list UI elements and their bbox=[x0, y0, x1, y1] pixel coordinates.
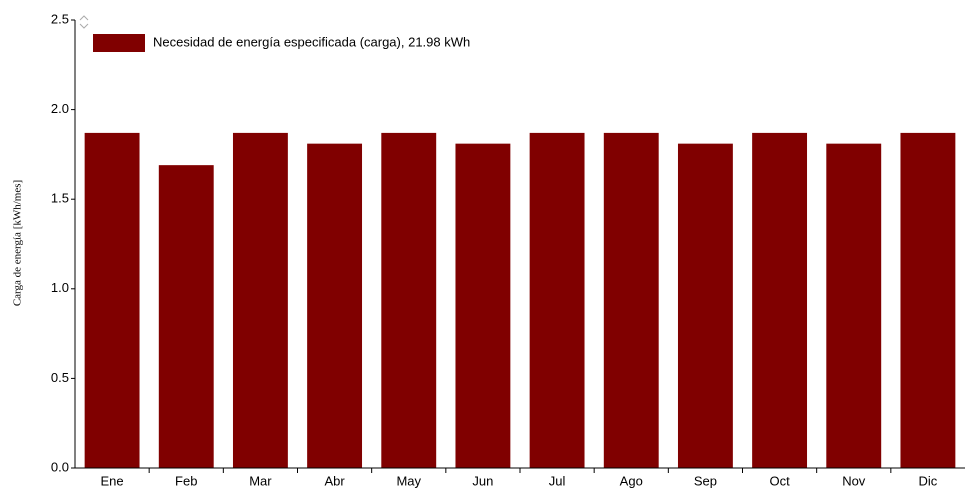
bar bbox=[603, 132, 659, 468]
bar bbox=[84, 132, 140, 468]
x-tick-label: Ene bbox=[101, 473, 124, 488]
y-tick-label: 1.0 bbox=[51, 280, 69, 295]
x-tick-label: Mar bbox=[249, 473, 272, 488]
legend-label: Necesidad de energía especificada (carga… bbox=[153, 34, 470, 49]
legend-swatch bbox=[93, 34, 145, 52]
bar bbox=[826, 143, 882, 468]
bar bbox=[677, 143, 733, 468]
bar bbox=[455, 143, 511, 468]
x-tick-label: Jul bbox=[549, 473, 566, 488]
bar bbox=[752, 132, 808, 468]
bar bbox=[900, 132, 956, 468]
bar bbox=[158, 165, 214, 469]
bar bbox=[232, 132, 288, 468]
scroll-down[interactable] bbox=[79, 23, 89, 29]
y-tick-label: 0.0 bbox=[51, 459, 69, 474]
bar bbox=[381, 132, 437, 468]
x-tick-label: Sep bbox=[694, 473, 717, 488]
x-tick-label: Abr bbox=[324, 473, 345, 488]
y-tick-label: 1.5 bbox=[51, 191, 69, 206]
y-tick-label: 2.0 bbox=[51, 101, 69, 116]
y-tick-label: 0.5 bbox=[51, 370, 69, 385]
x-tick-label: Feb bbox=[175, 473, 197, 488]
x-tick-label: May bbox=[396, 473, 421, 488]
bar bbox=[529, 132, 585, 468]
bar bbox=[307, 143, 363, 468]
x-tick-label: Dic bbox=[919, 473, 938, 488]
y-axis-label: Carga de energía [kWh/mes] bbox=[12, 180, 24, 306]
x-tick-label: Jun bbox=[472, 473, 493, 488]
x-tick-label: Nov bbox=[842, 473, 866, 488]
x-tick-label: Oct bbox=[769, 473, 790, 488]
y-tick-label: 2.5 bbox=[51, 11, 69, 26]
scroll-up[interactable] bbox=[79, 15, 89, 21]
x-tick-label: Ago bbox=[620, 473, 643, 488]
